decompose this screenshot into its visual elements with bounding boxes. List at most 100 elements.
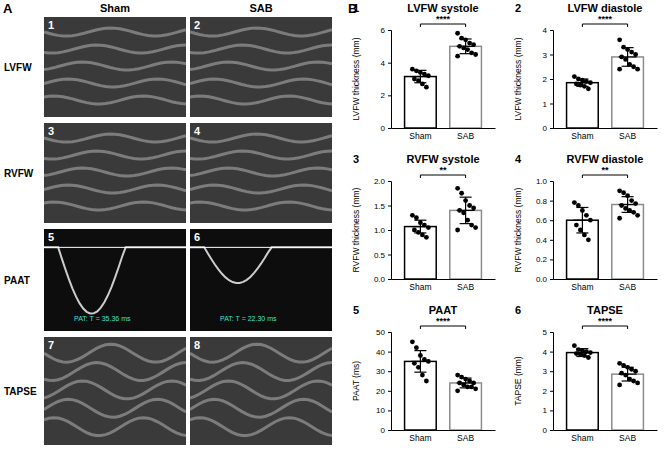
echo-image — [190, 123, 332, 223]
error-bar — [411, 220, 429, 233]
tick-label: 1.5 — [374, 202, 386, 211]
baseline — [44, 247, 186, 248]
doppler-trace — [44, 247, 186, 313]
tick-label: SAB — [619, 131, 636, 141]
y-tick: 2 — [381, 91, 391, 100]
y-tick: 0 — [381, 426, 391, 435]
data-point — [455, 31, 460, 36]
data-point — [621, 190, 626, 195]
tick-mark — [388, 279, 391, 280]
tick-label: 0 — [543, 426, 548, 435]
error-cap — [622, 196, 634, 197]
texture — [44, 344, 186, 362]
tick-mark — [550, 30, 553, 31]
y-tick: 0.2 — [536, 255, 553, 264]
data-point — [617, 216, 622, 221]
plot-area — [567, 343, 644, 430]
axis-line — [388, 182, 392, 280]
data-point — [619, 203, 624, 208]
plot-area — [405, 339, 482, 430]
data-point — [633, 201, 638, 206]
baseline — [190, 247, 332, 248]
y-axis: 0246 — [381, 26, 392, 133]
y-tick: 30 — [376, 367, 391, 376]
data-point — [633, 52, 638, 57]
image-background — [190, 337, 332, 445]
image-background — [44, 229, 186, 331]
chart-title: LVFW systole — [407, 2, 478, 14]
data-point — [471, 206, 476, 211]
texture — [44, 418, 186, 436]
echo-annotation: PAT: T = 22.30 ms — [220, 315, 277, 322]
bar — [450, 383, 482, 430]
axis-line — [550, 333, 554, 431]
bar — [405, 361, 437, 430]
error-bar — [457, 39, 475, 54]
data-point — [410, 213, 415, 218]
y-tick: 5 — [543, 328, 553, 337]
error-cap — [576, 356, 588, 357]
tick-label: Sham — [409, 131, 431, 141]
mean-line — [619, 204, 637, 205]
tick-mark — [388, 63, 391, 64]
data-point — [584, 213, 589, 218]
axis-line — [392, 430, 496, 431]
y-tick: 0.5 — [374, 251, 391, 260]
tick-mark — [550, 391, 553, 392]
data-point — [572, 343, 577, 348]
data-point — [574, 351, 579, 356]
y-tick: 1.5 — [374, 202, 391, 211]
y-tick: 4 — [543, 348, 553, 357]
axis-title: RVFW thickness (mm) — [513, 187, 523, 272]
echo-image — [190, 337, 332, 445]
data-point — [635, 213, 640, 218]
data-point — [572, 200, 577, 205]
error-bar — [411, 70, 429, 82]
image-background — [190, 229, 332, 331]
error-bar — [619, 367, 637, 381]
texture — [44, 399, 186, 417]
tick-label: 0.2 — [536, 255, 548, 264]
data-point — [410, 339, 415, 344]
tick-mark — [388, 206, 391, 207]
texture — [190, 418, 332, 436]
tick-label: 1 — [543, 406, 548, 415]
plot-area — [405, 31, 482, 128]
panel-number: 1 — [353, 2, 359, 14]
tick-label: 40 — [376, 348, 385, 357]
error-bar — [573, 349, 591, 357]
tick-label: 2 — [381, 91, 386, 100]
axis-line — [550, 31, 554, 129]
tick-mark — [550, 430, 553, 431]
y-tick: 1 — [543, 100, 553, 109]
data-point — [459, 191, 464, 196]
tick-label: Sham — [571, 282, 593, 292]
mean-line — [573, 220, 591, 221]
column-label: Sham — [100, 2, 130, 14]
x-axis: ShamSAB — [392, 279, 496, 292]
tick-mark — [550, 332, 553, 333]
echo-annotation: PAT: T = 35.36 ms — [74, 315, 131, 322]
y-tick: 0.4 — [536, 236, 553, 245]
error-bar — [457, 197, 475, 223]
echo-image — [190, 229, 332, 331]
error-cap — [576, 78, 588, 79]
texture — [190, 28, 332, 36]
row-label: RVFW — [4, 168, 34, 179]
significance-bracket — [420, 24, 465, 27]
data-point — [455, 186, 460, 191]
x-axis: ShamSAB — [554, 128, 658, 141]
error-cap — [460, 38, 472, 39]
y-tick: 10 — [376, 406, 391, 415]
image-background — [44, 123, 186, 223]
x-tick: Sham — [409, 128, 431, 141]
bar-chart: 3RVFW systoleRVFW thickness (mm)0.00.51.… — [351, 153, 496, 292]
texture — [44, 62, 186, 70]
data-point — [617, 67, 622, 72]
y-tick: 1 — [543, 406, 553, 415]
data-point — [455, 228, 460, 233]
tick-label: 2.0 — [374, 177, 386, 186]
texture — [44, 28, 186, 36]
echo-image — [44, 17, 186, 117]
panel-label: A — [3, 1, 13, 16]
